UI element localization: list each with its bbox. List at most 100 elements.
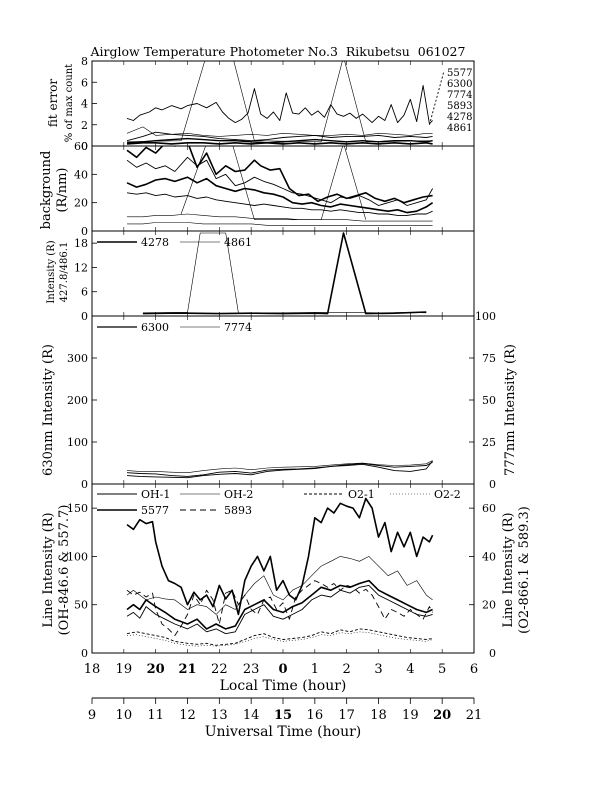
series-blue-4861 bbox=[142, 232, 427, 314]
series-red-7774 bbox=[126, 460, 433, 474]
series-background-bg-d bbox=[126, 192, 433, 216]
y-tick-label-red: 200 bbox=[67, 394, 88, 407]
series-background-bg-a bbox=[126, 146, 433, 204]
y-tick-label-background: 0 bbox=[81, 225, 88, 238]
y-right-tick-label-red: 75 bbox=[482, 352, 496, 365]
x-ut-tick-label: 12 bbox=[179, 708, 196, 723]
x-local-tick-label: 3 bbox=[374, 662, 382, 677]
x-local-tick-label: 1 bbox=[311, 662, 319, 677]
x-local-tick-label: 6 bbox=[470, 662, 478, 677]
x-local-axis-label: Local Time (hour) bbox=[220, 678, 347, 694]
y-tick-label-blue: 18 bbox=[74, 237, 88, 250]
x-local-tick-label: 22 bbox=[211, 662, 228, 677]
ylabel-intensity-blue-1: 427.8/486.1 bbox=[59, 242, 70, 303]
ylabel-intensity-blue-0: Intensity (R) bbox=[46, 240, 57, 303]
y-tick-label-fit_error: 8 bbox=[81, 55, 88, 68]
y-tick-label-line: 100 bbox=[67, 550, 88, 563]
legend-fit-7774: 7774 bbox=[447, 90, 472, 101]
legend-fit-5893: 5893 bbox=[447, 101, 472, 112]
y-tick-label-fit_error: 6 bbox=[81, 76, 88, 89]
legend-fit-6300: 6300 bbox=[447, 79, 472, 90]
x-local-tick-label: 23 bbox=[243, 662, 260, 677]
series-fit_error-6300 bbox=[126, 131, 433, 142]
legend-fit-4278: 4278 bbox=[447, 112, 472, 123]
ylabel-line-intensity-right-1: (O2-866.1 & 589.3) bbox=[517, 506, 532, 634]
y-tick-label-background: 40 bbox=[74, 168, 88, 181]
x-local-tick-label: 0 bbox=[278, 662, 287, 677]
x-ut-tick-label: 13 bbox=[211, 708, 228, 723]
ylabel-630nm-0: 630nm Intensity (R) bbox=[41, 344, 56, 476]
x-ut-tick-label: 21 bbox=[466, 708, 483, 723]
legend-6300-label: 6300 bbox=[141, 321, 169, 334]
series-line-OH-2 bbox=[126, 556, 433, 615]
legend-oh2-label: OH-2 bbox=[224, 488, 253, 501]
series-fit_error-7774 bbox=[126, 126, 433, 137]
x-ut-tick-label: 15 bbox=[274, 708, 292, 723]
series-fit_error-4861 bbox=[126, 61, 433, 143]
y-tick-label-blue: 12 bbox=[74, 261, 88, 274]
x-local-tick-label: 20 bbox=[147, 662, 165, 677]
series-layer bbox=[126, 61, 445, 647]
legend-4861-label: 4861 bbox=[224, 236, 252, 249]
series-fit_error-5893 bbox=[126, 137, 433, 144]
x-ut-tick-label: 17 bbox=[338, 708, 355, 723]
series-red-6300b bbox=[126, 460, 433, 479]
legend-5893-label: 5893 bbox=[224, 504, 252, 517]
series-line-5893 bbox=[126, 580, 433, 637]
y-right-tick-label-red: 100 bbox=[475, 310, 496, 323]
x-ut-tick-label: 20 bbox=[433, 708, 451, 723]
series-line-O2-1 bbox=[126, 628, 433, 646]
series-background-bg-b bbox=[126, 156, 433, 206]
series-line-5577 bbox=[126, 497, 434, 616]
y-tick-label-fit_error: 4 bbox=[81, 98, 88, 111]
ylabel-line-intensity-left-0: Line Intensity (R) bbox=[41, 512, 56, 627]
y-tick-label-red: 100 bbox=[67, 436, 88, 449]
y-tick-label-blue: 6 bbox=[81, 286, 88, 299]
legend-o21-label: O2-1 bbox=[348, 488, 375, 501]
ylabel-fit-error-0: fit error bbox=[46, 79, 60, 127]
y-right-tick-label-red: 0 bbox=[489, 478, 496, 491]
x-local-tick-label: 19 bbox=[116, 662, 133, 677]
labels-layer: 0246802040600612180100200300025507510005… bbox=[39, 55, 532, 740]
y-tick-label-fit_error: 2 bbox=[81, 119, 88, 132]
series-red-6300 bbox=[126, 461, 433, 477]
legend-fit-5577: 5577 bbox=[447, 68, 472, 79]
y-tick-label-red: 0 bbox=[81, 478, 88, 491]
series-fit_error-5577 bbox=[126, 84, 433, 125]
series-background-bg-c bbox=[126, 176, 434, 214]
series-background-bg-f bbox=[127, 222, 433, 226]
x-local-tick-label: 4 bbox=[406, 662, 414, 677]
y-tick-label-fit_error: 0 bbox=[81, 140, 88, 153]
ylabel-line-intensity-left-1: (OH-846.6 & 557.7) bbox=[57, 505, 72, 636]
series-blue-4278 bbox=[142, 232, 427, 315]
x-ut-tick-label: 9 bbox=[88, 708, 96, 723]
x-ut-tick-label: 19 bbox=[402, 708, 419, 723]
panel-frame-red bbox=[91, 315, 475, 485]
series-background-bg-spike bbox=[180, 146, 367, 220]
y-right-tick-label-line: 0 bbox=[489, 647, 496, 660]
x-local-tick-label: 21 bbox=[178, 662, 196, 677]
x-local-tick-label: 5 bbox=[438, 662, 446, 677]
y-tick-label-background: 20 bbox=[74, 197, 88, 210]
legend-5577-label: 5577 bbox=[141, 504, 169, 517]
y-right-tick-label-line: 20 bbox=[482, 599, 496, 612]
ylabel-background-1: (R/nm) bbox=[55, 167, 70, 212]
y-right-tick-label-line: 40 bbox=[482, 550, 496, 563]
series-line-OH-1 bbox=[126, 584, 433, 635]
legend-4278-label: 4278 bbox=[141, 236, 169, 249]
x-ut-tick-label: 16 bbox=[307, 708, 324, 723]
legend-oh1-label: OH-1 bbox=[141, 488, 170, 501]
x-ut-tick-label: 18 bbox=[370, 708, 387, 723]
y-right-tick-label-red: 25 bbox=[482, 436, 496, 449]
chart-title: Airglow Temperature Photometer No.3 Riku… bbox=[90, 44, 466, 59]
x-local-tick-label: 2 bbox=[343, 662, 351, 677]
y-tick-label-background: 60 bbox=[74, 140, 88, 153]
y-tick-label-line: 50 bbox=[74, 599, 88, 612]
legend-fit-4861: 4861 bbox=[447, 123, 472, 134]
panel-frames bbox=[91, 60, 475, 704]
ylabel-777nm-0: 777nm Intensity (R) bbox=[503, 344, 518, 476]
y-tick-label-red: 300 bbox=[67, 352, 88, 365]
legend-7774-label: 7774 bbox=[224, 321, 252, 334]
x-ut-tick-label: 11 bbox=[147, 708, 164, 723]
legend-o22-label: O2-2 bbox=[434, 488, 461, 501]
